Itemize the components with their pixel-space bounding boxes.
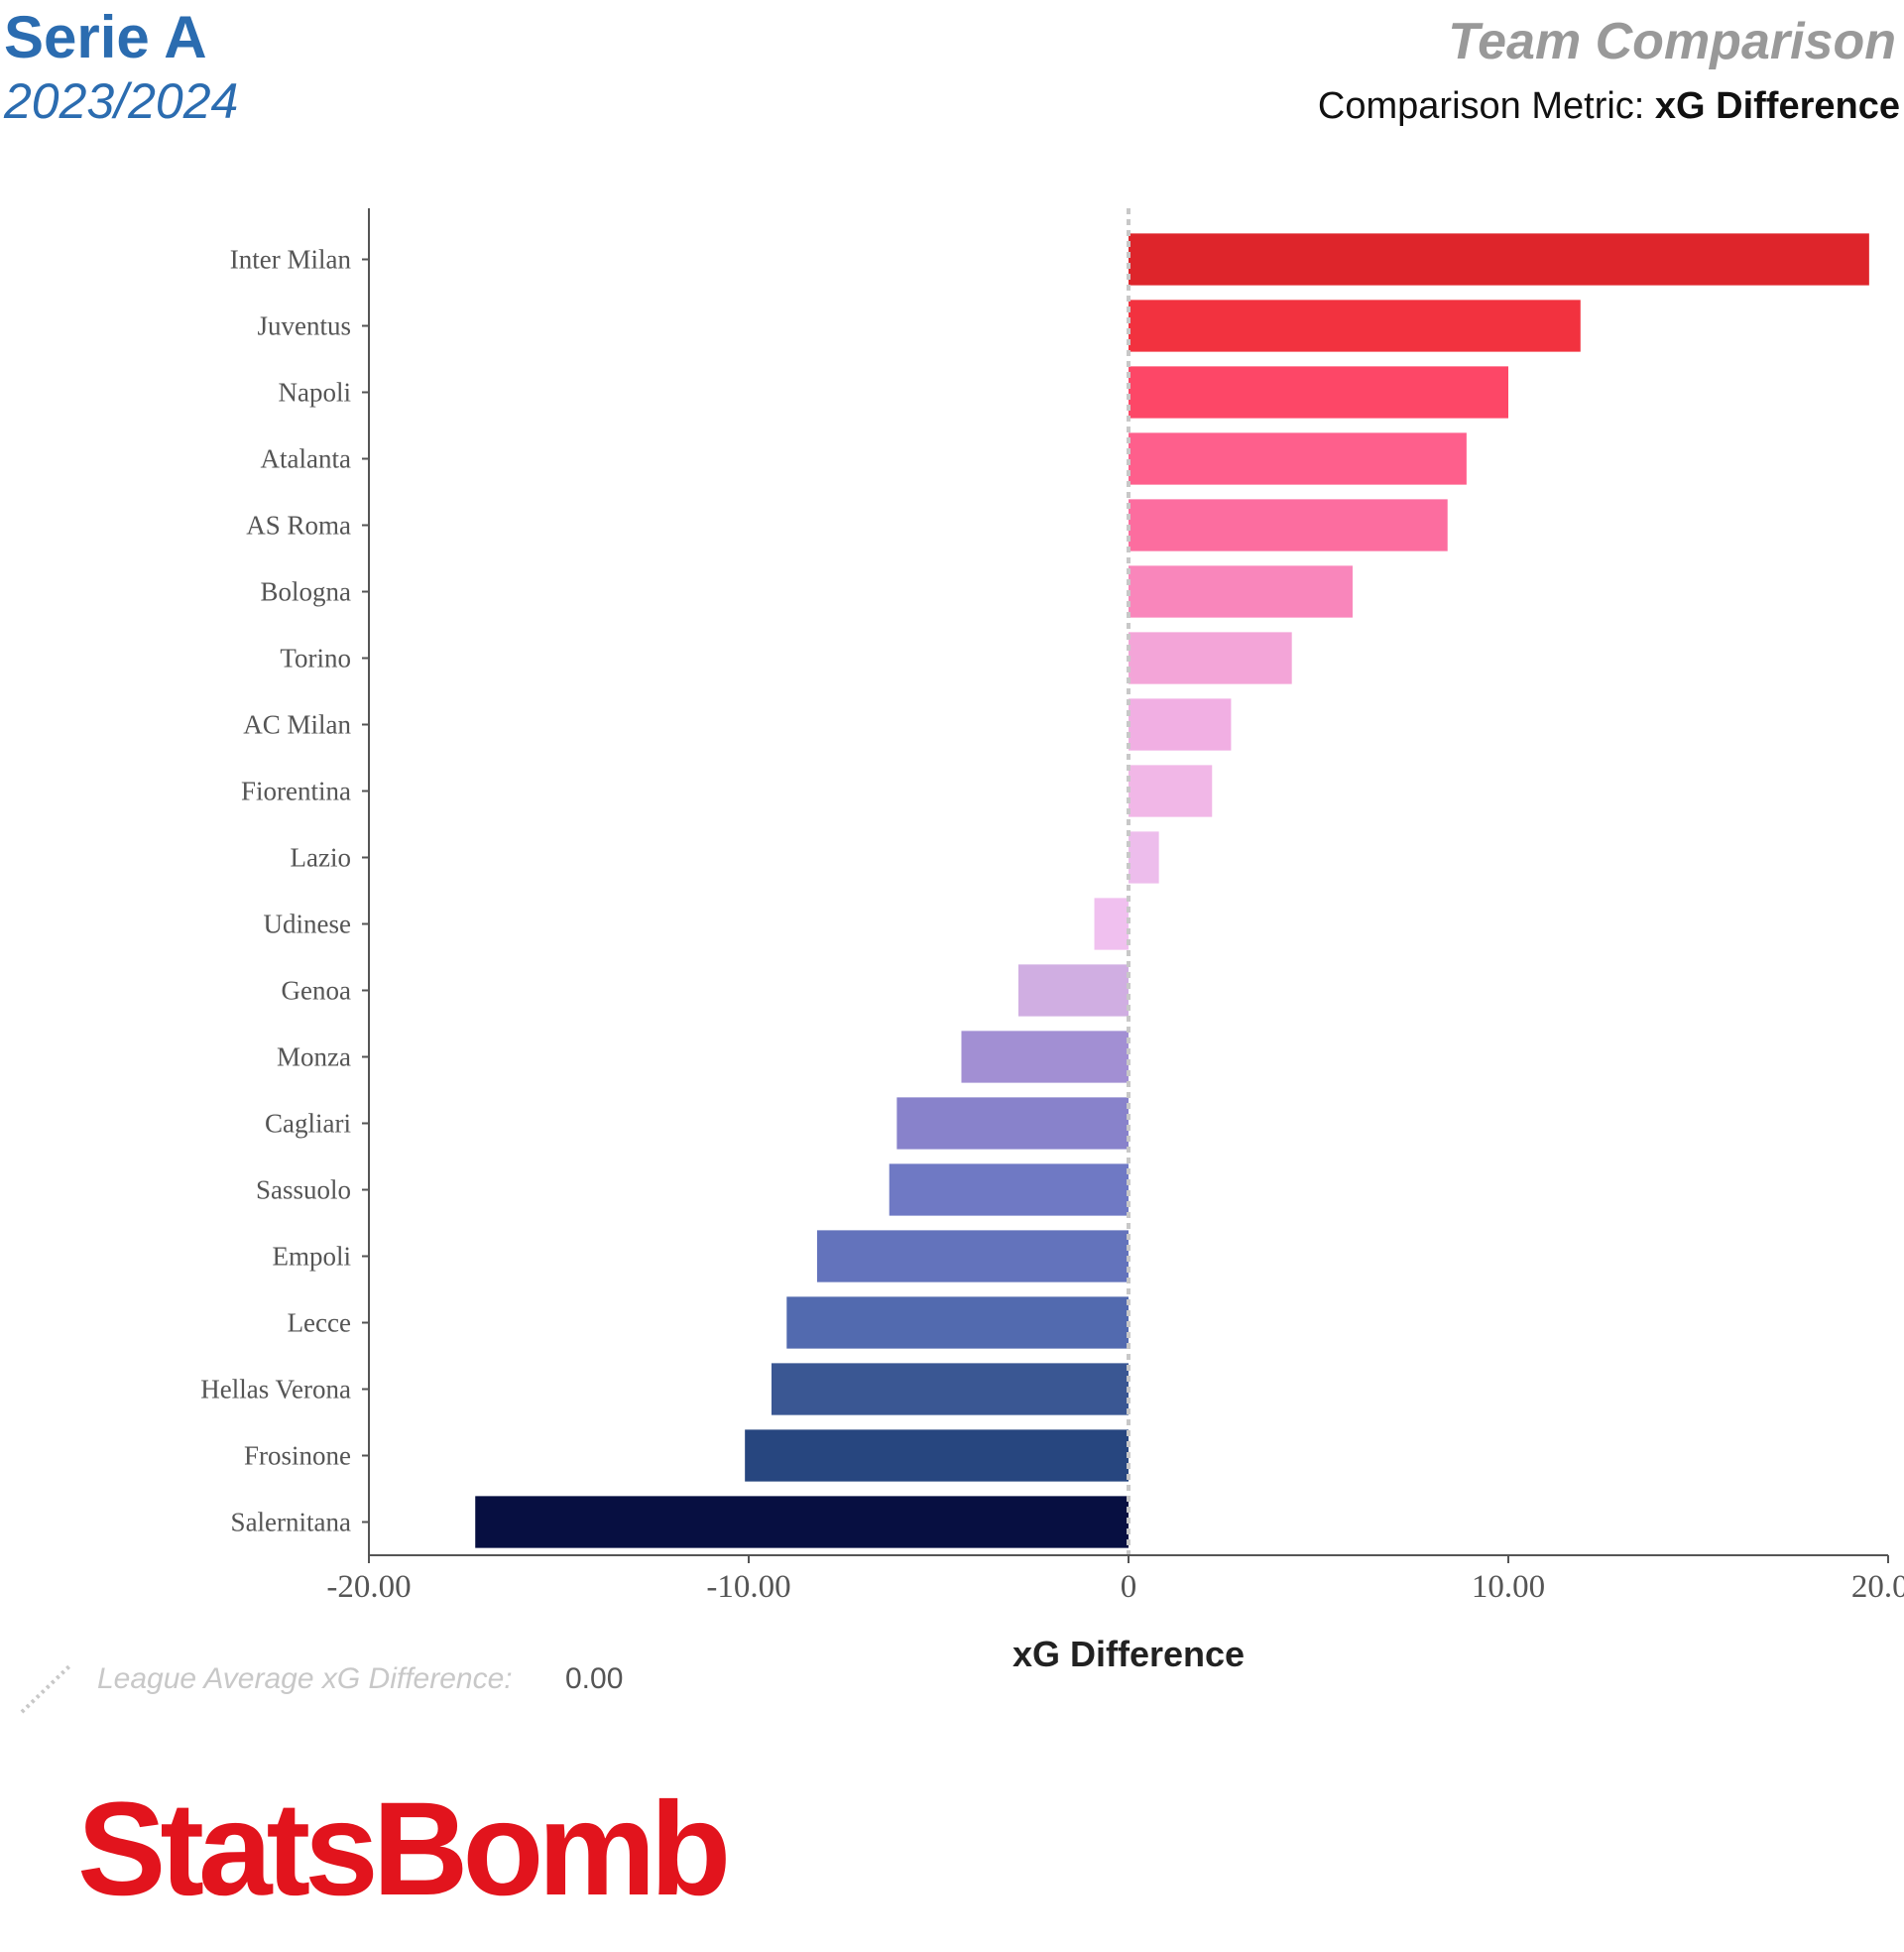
bar-udinese [1094, 898, 1129, 950]
y-tick-label: Monza [277, 1042, 351, 1072]
x-axis-ticks: -20.00 -10.00 0 10.00 20.00 [326, 1555, 1904, 1605]
bar-genoa [1017, 964, 1129, 1017]
y-tick-label: Juventus [258, 311, 352, 341]
bar-bologna [1129, 565, 1353, 618]
bar-empoli [816, 1230, 1129, 1282]
bar-atalanta [1129, 432, 1467, 485]
metric-name: xG Difference [1654, 85, 1900, 127]
y-tick-label: AC Milan [243, 710, 351, 740]
comparison-metric: Comparison Metric: xG Difference [1318, 81, 1900, 131]
x-tick-label: -10.00 [706, 1569, 790, 1605]
y-tick-label: Torino [280, 644, 351, 673]
league-average-label: League Average xG Difference: [97, 1662, 513, 1695]
dotted-line-icon [20, 1662, 73, 1714]
y-tick-label: Bologna [261, 577, 352, 607]
y-tick-label: AS Roma [246, 511, 351, 541]
x-tick-label: 20.00 [1851, 1569, 1904, 1605]
bar-salernitana [475, 1496, 1129, 1548]
bar-torino [1129, 632, 1292, 684]
y-tick-label: Sassuolo [256, 1175, 351, 1205]
y-tick-label: Frosinone [244, 1441, 351, 1471]
y-tick-label: Fiorentina [241, 777, 351, 806]
y-tick-label: Cagliari [265, 1109, 351, 1139]
metric-prefix: Comparison Metric: [1317, 85, 1645, 127]
y-tick-label: Inter Milan [230, 245, 352, 275]
y-tick-label: Udinese [264, 910, 351, 939]
y-tick-label: Genoa [282, 976, 351, 1006]
bars-group [475, 233, 1869, 1548]
y-tick-label: Lazio [291, 843, 351, 873]
bar-as-roma [1129, 499, 1448, 551]
x-tick-label: 10.00 [1472, 1569, 1545, 1605]
bar-juventus [1129, 300, 1581, 352]
bar-hellas-verona [771, 1363, 1129, 1415]
league-title: Serie A [4, 4, 207, 70]
bar-monza [961, 1031, 1129, 1083]
x-tick-label: -20.00 [326, 1569, 411, 1605]
y-tick-label: Salernitana [231, 1508, 351, 1537]
x-axis-title: xG Difference [1012, 1634, 1245, 1674]
league-average-value: 0.00 [565, 1662, 624, 1695]
bar-lazio [1129, 831, 1159, 884]
bar-sassuolo [889, 1163, 1129, 1216]
y-tick-label: Hellas Verona [200, 1375, 351, 1404]
report-title: Team Comparison [1448, 13, 1896, 70]
y-tick-label: Lecce [288, 1308, 351, 1338]
statsbomb-logo: StatsBomb [77, 1775, 731, 1923]
bar-cagliari [896, 1097, 1129, 1150]
y-axis-ticks: Inter Milan Juventus Napoli Atalanta AS Roma… [200, 245, 369, 1537]
y-tick-label: Atalanta [261, 444, 351, 474]
bar-frosinone [745, 1429, 1129, 1482]
bar-ac-milan [1129, 698, 1232, 751]
bar-chart: Inter Milan Juventus Napoli Atalanta AS Roma… [200, 208, 1904, 1674]
season-label: 2023/2024 [4, 73, 239, 129]
bar-fiorentina [1129, 765, 1213, 817]
x-tick-label: 0 [1121, 1569, 1137, 1605]
bar-inter-milan [1129, 233, 1869, 286]
bar-napoli [1129, 366, 1508, 419]
y-tick-label: Napoli [279, 378, 352, 408]
bar-lecce [786, 1296, 1129, 1349]
y-tick-label: Empoli [273, 1242, 352, 1272]
